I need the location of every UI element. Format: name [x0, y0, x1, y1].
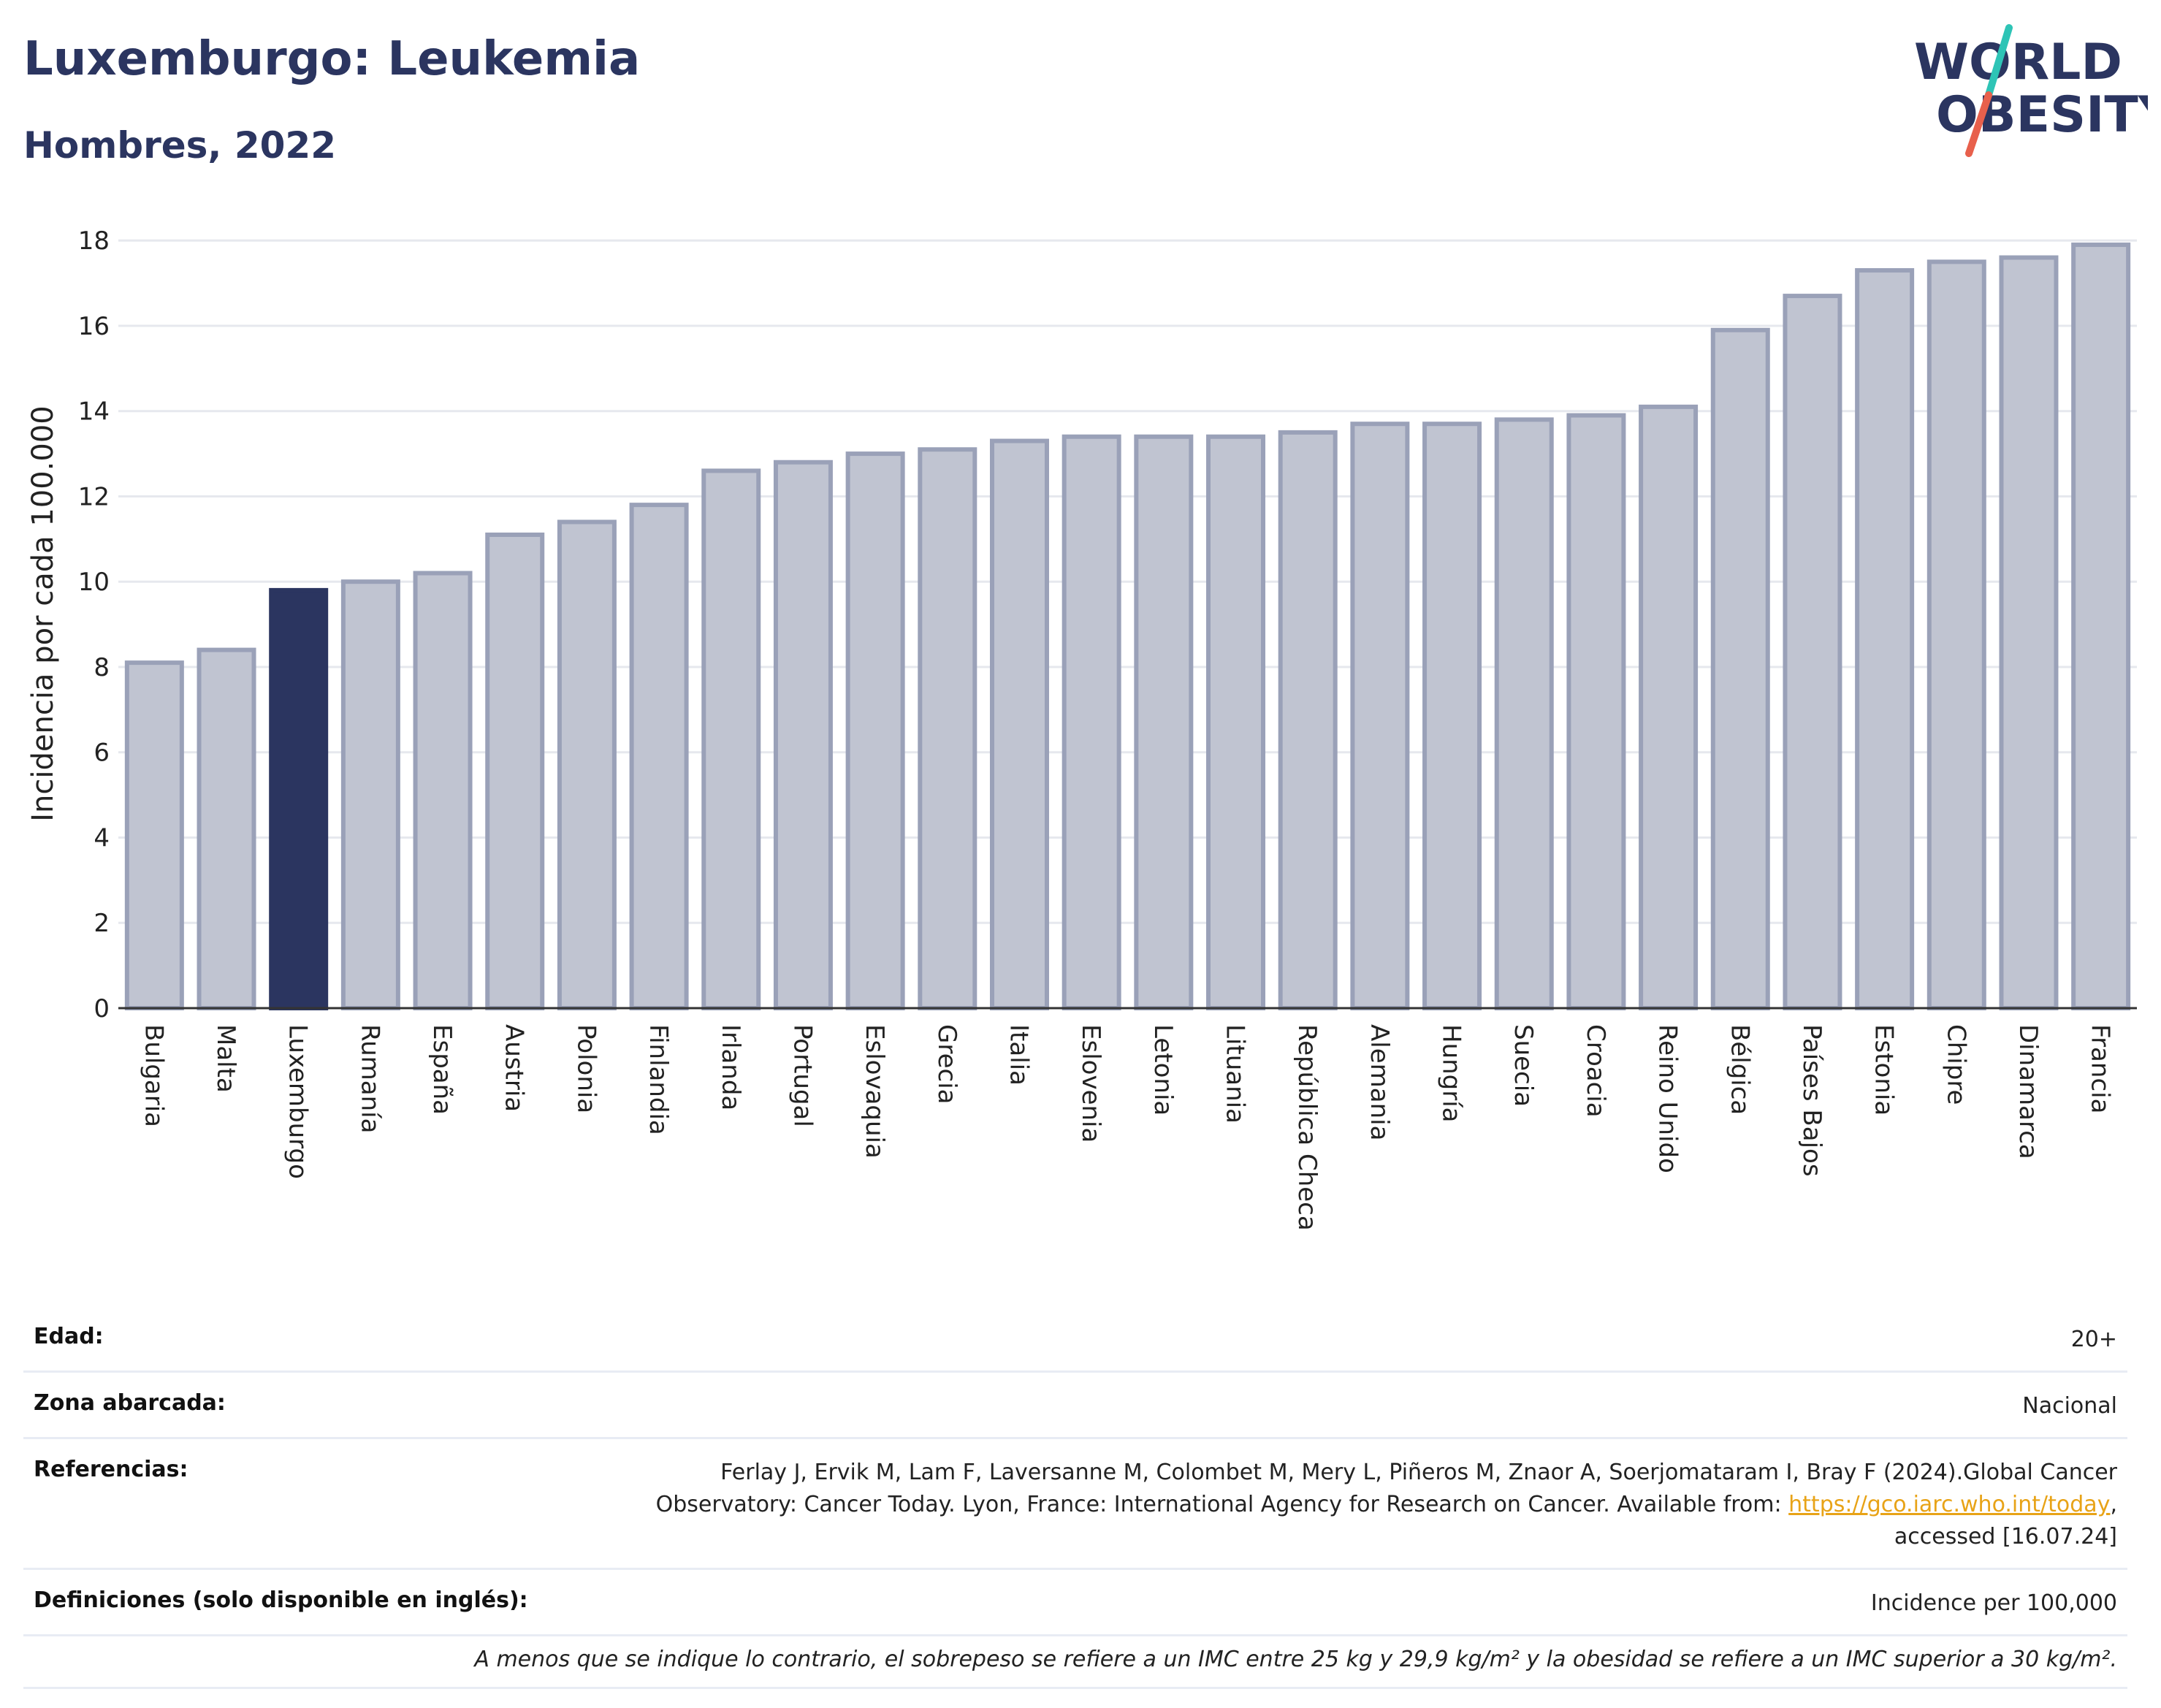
definitions-label: Definiciones (solo disponible en inglés)…: [34, 1587, 528, 1613]
definitions-value: Incidence per 100,000: [1870, 1590, 2117, 1616]
bar-república-checa: [1278, 430, 1338, 1010]
y-tick-label: 0: [94, 994, 110, 1023]
y-tick-label: 2: [94, 909, 110, 938]
bar-luxemburgo: [269, 587, 329, 1010]
x-tick-label: Croacia: [1581, 1024, 1610, 1118]
info-table: Edad: 20+ Zona abarcada: Nacional Refere…: [23, 1306, 2127, 1689]
bar-suecia: [1494, 417, 1554, 1010]
bar-reino-unido: [1639, 404, 1699, 1010]
x-tick-label: Italia: [1004, 1024, 1033, 1086]
x-tick-label: Irlanda: [716, 1024, 745, 1110]
bar-españa: [413, 571, 473, 1010]
bar-países-bajos: [1783, 294, 1842, 1011]
x-tick-label: Chipre: [1941, 1024, 1970, 1105]
footnote: A menos que se indique lo contrario, el …: [474, 1647, 2117, 1672]
bar-italia: [989, 438, 1049, 1010]
x-tick-label: Grecia: [932, 1024, 961, 1104]
y-tick-label: 4: [94, 823, 110, 853]
bar-malta: [197, 647, 256, 1011]
bar-alemania: [1350, 422, 1410, 1010]
zone-label: Zona abarcada:: [34, 1390, 226, 1416]
references-label: Referencias:: [34, 1457, 188, 1482]
x-tick-label: Eslovenia: [1076, 1024, 1105, 1143]
bar-grecia: [918, 447, 977, 1010]
logo-slash-bottom: [1965, 91, 1992, 157]
bar-bélgica: [1710, 327, 1770, 1010]
y-tick-label: 16: [78, 312, 110, 341]
x-tick-label: Luxemburgo: [283, 1024, 313, 1179]
x-tick-label: España: [427, 1024, 457, 1115]
definitions-row: Definiciones (solo disponible en inglés)…: [23, 1570, 2127, 1636]
references-row: Referencias: Ferlay J, Ervik M, Lam F, L…: [23, 1439, 2127, 1570]
x-tick-label: Bulgaria: [139, 1024, 168, 1127]
bar-chipre: [1926, 259, 1986, 1011]
references-line-2-prefix: Observatory: Cancer Today. Lyon, France:…: [655, 1492, 1789, 1517]
note-row: A menos que se indique lo contrario, el …: [23, 1636, 2127, 1689]
bar-francia: [2071, 243, 2131, 1011]
logo-text-obesity: OBESITY: [1936, 86, 2148, 144]
bar-eslovenia: [1062, 434, 1121, 1010]
x-tick-label: Alemania: [1365, 1024, 1394, 1140]
x-tick-label: Finlandia: [644, 1024, 673, 1135]
bar-irlanda: [701, 468, 761, 1010]
world-obesity-logo: WORLD OBESITY: [1914, 24, 2148, 157]
references-value: Ferlay J, Ervik M, Lam F, Laversanne M, …: [656, 1457, 2117, 1553]
bar-rumanía: [340, 579, 400, 1010]
y-tick-label: 18: [78, 226, 110, 256]
age-value: 20+: [2070, 1327, 2117, 1352]
bar-austria: [485, 533, 545, 1010]
x-tick-label: Letonia: [1148, 1024, 1178, 1116]
x-tick-label: Países Bajos: [1797, 1024, 1826, 1177]
bar-estonia: [1855, 268, 1915, 1010]
x-tick-label: Polonia: [571, 1024, 601, 1113]
x-tick-label: Rumanía: [355, 1024, 384, 1133]
y-tick-label: 12: [78, 482, 110, 511]
bar-portugal: [773, 460, 833, 1010]
y-tick-label: 6: [94, 739, 110, 768]
bar-dinamarca: [1999, 255, 2059, 1010]
x-tick-label: Suecia: [1509, 1024, 1538, 1107]
bar-croacia: [1566, 413, 1626, 1010]
zone-value: Nacional: [2022, 1393, 2117, 1419]
references-line-3: accessed [16.07.24]: [1894, 1524, 2117, 1549]
bar-bulgaria: [124, 660, 184, 1010]
age-label: Edad:: [34, 1324, 104, 1349]
age-row: Edad: 20+: [23, 1306, 2127, 1373]
y-tick-label: 14: [78, 397, 110, 427]
bar-chart: 0 2 4 6 8 10 12 14 16 18 Incidencia por cada 100.0…: [26, 226, 2137, 1231]
page-title: Luxemburgo: Leukemia: [23, 32, 641, 86]
bar-finlandia: [629, 503, 689, 1010]
y-tick-label: 10: [78, 568, 110, 597]
references-link[interactable]: https://gco.iarc.who.int/today: [1788, 1492, 2111, 1517]
x-tick-label: Estonia: [1870, 1024, 1899, 1116]
x-tick-label: Francia: [2086, 1024, 2115, 1113]
bar-lituania: [1206, 434, 1266, 1010]
x-tick-label: Lituania: [1221, 1024, 1250, 1124]
y-tick-label: 8: [94, 653, 110, 682]
y-axis-label: Incidencia por cada 100.000: [26, 405, 60, 822]
x-tick-label: Reino Unido: [1653, 1024, 1682, 1173]
references-line-1: Ferlay J, Ervik M, Lam F, Laversanne M, …: [720, 1460, 2117, 1485]
x-tick-label: Dinamarca: [2013, 1024, 2043, 1159]
logo-slash-top: [1985, 24, 2013, 99]
x-tick-label: Portugal: [788, 1024, 817, 1127]
bar-polonia: [557, 519, 617, 1010]
references-line-2-suffix: ,: [2110, 1492, 2117, 1517]
bar-eslovaquia: [845, 451, 905, 1010]
logo-text-world: WORLD: [1914, 34, 2122, 91]
x-tick-label: Eslovaquia: [860, 1024, 889, 1159]
x-tick-label: Bélgica: [1725, 1024, 1754, 1115]
bar-letonia: [1134, 434, 1194, 1010]
x-tick-label: Malta: [211, 1024, 240, 1093]
page-subtitle: Hombres, 2022: [23, 124, 336, 167]
x-tick-label: Austria: [500, 1024, 529, 1112]
x-tick-label: República Checa: [1292, 1024, 1322, 1231]
x-tick-label: Hungría: [1437, 1024, 1466, 1123]
zone-row: Zona abarcada: Nacional: [23, 1373, 2127, 1439]
bar-hungría: [1422, 422, 1482, 1010]
